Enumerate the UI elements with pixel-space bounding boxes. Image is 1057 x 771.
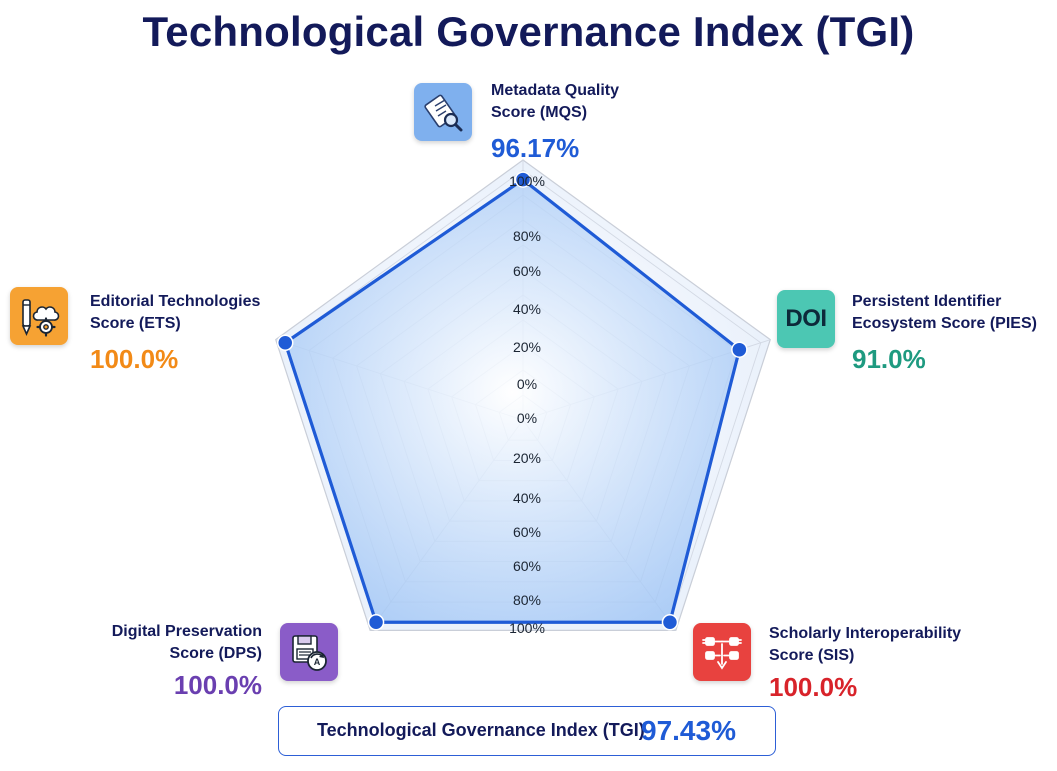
pies-label: Persistent Identifier Ecosystem Score (P… bbox=[852, 291, 1037, 335]
dps-label-line2: Score (DPS) bbox=[169, 645, 262, 662]
radar-tick-label: 40% bbox=[513, 301, 541, 317]
sis-label: Scholarly Interoperability Score (SIS) bbox=[769, 623, 961, 667]
sis-label-line1: Scholarly Interoperability bbox=[769, 625, 962, 642]
pies-label-line2: Ecosystem Score (PIES) bbox=[852, 315, 1037, 332]
mqs-label-line2: Score (MQS) bbox=[491, 104, 588, 121]
tgi-value: 97.43% bbox=[641, 715, 736, 746]
interoperability-plugs-icon bbox=[693, 623, 751, 681]
doi-icon: DOI bbox=[777, 290, 835, 348]
dps-value: 100.0% bbox=[173, 670, 262, 700]
pen-cloud-gear-icon bbox=[10, 287, 68, 345]
ets-label: Editorial Technologies Score (ETS) bbox=[90, 291, 260, 335]
ets-label-line1: Editorial Technologies bbox=[90, 293, 261, 310]
radar-tick-label: 80% bbox=[513, 592, 541, 608]
mqs-label-line1: Metadata Quality bbox=[491, 82, 620, 99]
radar-tick-label: 100% bbox=[509, 620, 545, 636]
mqs-label: Metadata Quality Score (MQS) bbox=[491, 80, 619, 124]
radar-tick-label: 80% bbox=[513, 228, 541, 244]
radar-tick-label: 60% bbox=[513, 263, 541, 279]
radar-tick-label: 60% bbox=[513, 524, 541, 540]
radar-tick-label: 0% bbox=[517, 376, 537, 392]
svg-text:A: A bbox=[314, 657, 321, 667]
radar-tick-label: 100% bbox=[509, 173, 545, 189]
pies-label-line1: Persistent Identifier bbox=[852, 293, 1002, 310]
tgi-label: Technological Governance Index (TGI) bbox=[317, 720, 645, 740]
radar-tick-label: 20% bbox=[513, 339, 541, 355]
floppy-disk-archive-icon: A bbox=[280, 623, 338, 681]
radar-data-point bbox=[367, 614, 385, 631]
page-title: Technological Governance Index (TGI) bbox=[142, 8, 915, 55]
radar-tick-label: 60% bbox=[513, 558, 541, 574]
dps-label-line1: Digital Preservation bbox=[111, 623, 262, 640]
ets-value: 100.0% bbox=[90, 344, 179, 374]
ets-label-line2: Score (ETS) bbox=[90, 315, 181, 332]
radar-tick-label: 0% bbox=[517, 410, 537, 426]
mqs-value: 96.17% bbox=[491, 133, 580, 163]
sis-value: 100.0% bbox=[769, 672, 858, 702]
metadata-search-icon bbox=[414, 83, 472, 141]
radar-tick-label: 40% bbox=[513, 490, 541, 506]
radar-data-point bbox=[661, 614, 679, 631]
pies-value: 91.0% bbox=[852, 344, 926, 374]
sis-label-line2: Score (SIS) bbox=[769, 647, 855, 664]
radar-data-point bbox=[731, 341, 748, 358]
radar-tick-label: 20% bbox=[513, 450, 541, 466]
radar-series-area bbox=[283, 177, 741, 624]
tgi-summary-box: Technological Governance Index (TGI) 97.… bbox=[278, 706, 776, 756]
radar-data-point bbox=[514, 171, 532, 188]
dps-label: Digital Preservation Score (DPS) bbox=[40, 621, 262, 665]
radar-data-point bbox=[276, 334, 294, 351]
doi-icon-text: DOI bbox=[785, 305, 827, 332]
